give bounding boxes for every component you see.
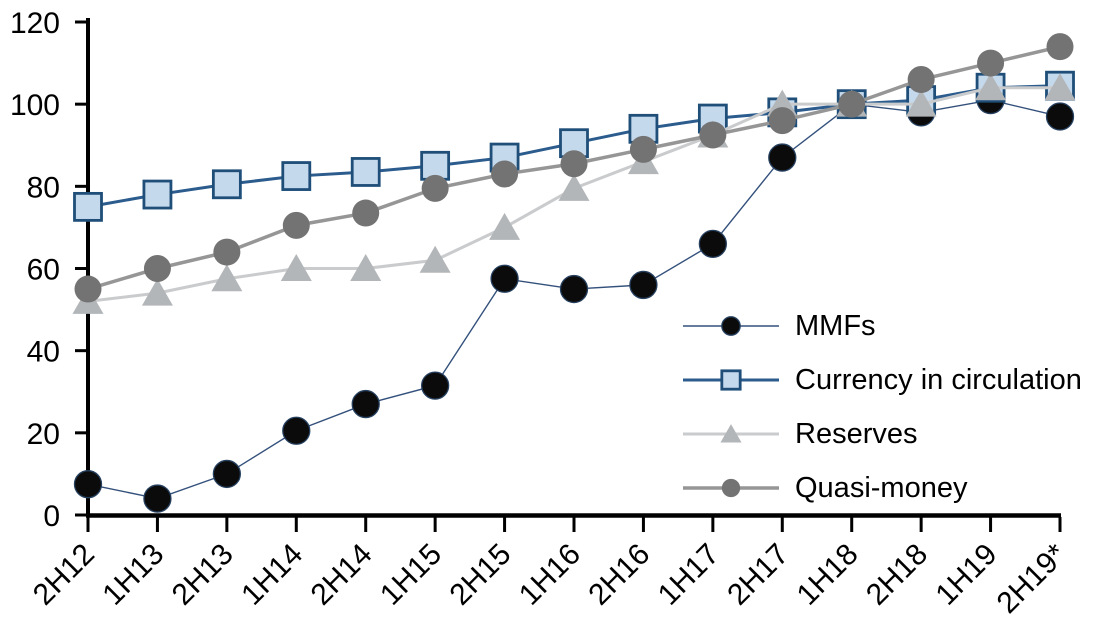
x-tick-label-2h13: 2H13: [166, 538, 240, 612]
quasi-money-point-2h19: [1046, 33, 1074, 61]
currency-in-circulation-point-2h14: [350, 157, 381, 187]
y-tick-label: 100: [10, 89, 60, 122]
quasi-money-point-2h14: [352, 199, 380, 227]
quasi-money-point-legend: [721, 478, 741, 498]
reserves-point-1h16: [558, 173, 590, 201]
series-quasi-money: [74, 33, 1074, 303]
x-tick-label-2h18: 2H18: [860, 538, 934, 612]
reserves-point-2h14: [350, 254, 382, 281]
legend-item-currency-in-circulation: Currency in circulation: [681, 353, 1082, 407]
quasi-money-point-2h13: [213, 238, 241, 266]
legend-label-quasi-money: Quasi-money: [795, 471, 968, 504]
mmfs-point-2h19: [1045, 102, 1075, 131]
reserves-point-1h15: [419, 245, 451, 273]
quasi-money-point-1h14: [282, 211, 310, 239]
quasi-money-point-2h12: [74, 275, 102, 303]
x-tick-label-2h12: 2H12: [27, 538, 101, 612]
legend-triangle-marker-icon: [683, 424, 779, 443]
reserves-point-2h15: [489, 212, 521, 240]
x-tick-label-2h15: 2H15: [443, 538, 517, 612]
mmfs-point-1h16: [559, 274, 589, 304]
x-tick-label-1h16: 1H16: [513, 538, 587, 612]
reserves-point-2h19: [1044, 73, 1076, 101]
legend-label-reserves: Reserves: [795, 417, 918, 450]
currency-in-circulation-point-legend: [720, 369, 742, 391]
mmfs-point-1h17: [698, 229, 728, 259]
x-tick-label-1h15: 1H15: [374, 538, 448, 612]
legend-label-mmfs: MMFs: [795, 309, 876, 342]
x-tick-label-1h14: 1H14: [235, 538, 309, 612]
mmfs-point-1h15: [420, 371, 450, 400]
legend-label-currency-in-circulation: Currency in circulation: [795, 363, 1082, 396]
x-tick-label-1h13: 1H13: [96, 538, 170, 612]
reserves-point-2h18: [905, 89, 937, 117]
y-tick-label: 0: [43, 500, 60, 533]
currency-in-circulation-point-1h13: [142, 179, 173, 210]
currency-in-circulation-point-2h13: [211, 169, 242, 200]
x-tick-label-1h19: 1H19: [929, 538, 1003, 612]
legend-item-mmfs: MMFs: [681, 299, 1082, 353]
quasi-money-point-2h18: [907, 66, 935, 94]
y-tick-label: 60: [27, 254, 60, 287]
y-tick-label: 80: [27, 171, 60, 204]
x-tick-label-1h18: 1H18: [791, 538, 865, 612]
currency-in-circulation-point-2h12: [73, 191, 103, 222]
y-tick-label: 120: [10, 7, 60, 40]
reserves-point-legend: [720, 424, 742, 443]
legend-item-reserves: Reserves: [681, 407, 1082, 461]
x-tick-label-2h19: 2H19*: [991, 537, 1074, 620]
reserves-point-1h13: [141, 278, 173, 306]
mmfs-point-legend: [721, 316, 741, 336]
mmfs-point-2h15: [490, 264, 519, 293]
quasi-money-point-1h17: [699, 121, 727, 149]
currency-in-circulation-point-1h14: [281, 161, 312, 191]
legend-circle-marker-icon: [683, 478, 779, 498]
x-tick-label-2h16: 2H16: [582, 538, 656, 612]
quasi-money-point-1h16: [560, 150, 588, 178]
legend-circle-marker-icon: [683, 316, 779, 336]
reserves-point-1h19: [975, 73, 1007, 101]
mmfs-point-2h14: [351, 389, 380, 419]
x-tick-label-2h14: 2H14: [305, 538, 379, 612]
reserves-point-2h13: [211, 264, 243, 292]
quasi-money-point-2h17: [768, 107, 796, 135]
quasi-money-point-1h15: [421, 174, 449, 202]
legend-square-marker-icon: [683, 369, 779, 391]
mmfs-point-2h12: [73, 470, 103, 499]
quasi-money-point-2h16: [629, 135, 657, 163]
x-tick-label-2h17: 2H17: [721, 538, 795, 612]
reserves-point-1h14: [280, 254, 312, 281]
legend-item-quasi-money: Quasi-money: [681, 461, 1082, 515]
quasi-money-point-1h19: [977, 49, 1005, 77]
mmfs-point-2h13: [212, 459, 242, 489]
x-tick-label-1h17: 1H17: [652, 538, 726, 612]
quasi-money-point-1h13: [143, 255, 171, 282]
y-tick-label: 40: [27, 336, 60, 369]
y-tick-label: 20: [27, 418, 60, 451]
mmfs-point-2h17: [768, 143, 797, 172]
mmfs-point-2h16: [629, 270, 658, 300]
mmfs-point-1h14: [282, 416, 311, 445]
quasi-money-point-2h15: [491, 160, 519, 188]
quasi-money-point-1h18: [838, 90, 866, 118]
chart-legend: MMFs Currency in circulation Reserves Quasi…: [681, 299, 1082, 515]
mmfs-point-1h13: [143, 484, 172, 513]
